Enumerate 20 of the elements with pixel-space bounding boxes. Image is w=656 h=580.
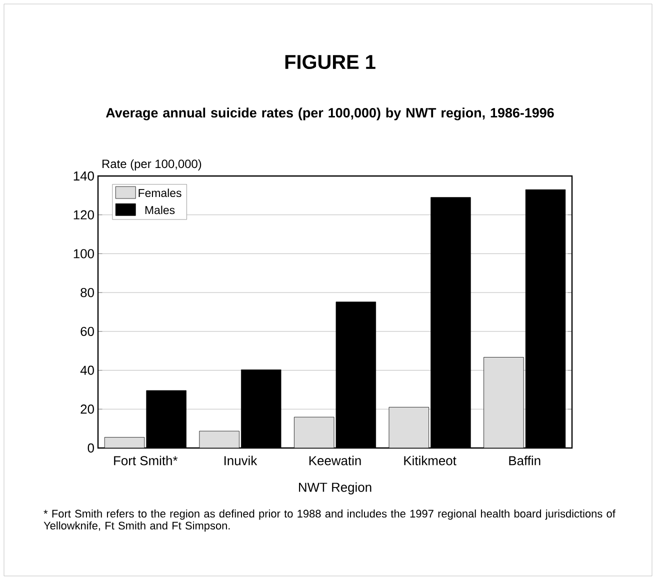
y-tick-label: 140 (74, 171, 94, 181)
y-tick-label: 60 (80, 326, 94, 336)
y-axis-title: Rate (per 100,000) (102, 159, 202, 170)
x-tick-label: Fort Smith* (114, 456, 178, 466)
y-tick-label: 100 (74, 249, 94, 258)
x-tick-label: Keewatin (309, 456, 361, 466)
chart-title: FIGURE 1 (285, 54, 376, 70)
chart-subtitle: Average annual suicide rates (per 100,000) by NWT region, 1986-1996 (106, 108, 554, 120)
x-axis-title: NWT Region (299, 482, 372, 494)
x-tick-label: Baffin (509, 456, 540, 466)
y-tick-label: 0 (88, 443, 94, 453)
y-tick-label: 40 (80, 366, 94, 375)
legend-label: Females (138, 188, 182, 198)
legend-label: Males (145, 206, 175, 214)
x-tick-label: Inuvik (224, 456, 258, 466)
text: * Fort Smith refers to the region as defined prior to 1988 and includes the 1997 regional health board jurisdictions of Yellowknife, Ft Smith and Ft Simpson. (44, 510, 616, 532)
y-tick-label: 120 (74, 210, 94, 220)
y-tick-label: 20 (80, 404, 94, 414)
x-tick-label: Kitikmeot (404, 456, 456, 466)
y-tick-label: 80 (80, 288, 94, 298)
